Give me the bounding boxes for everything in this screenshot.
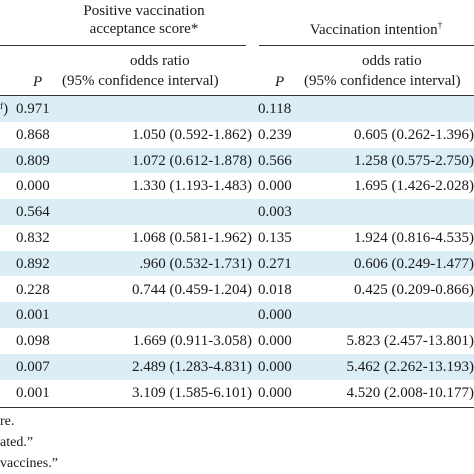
odds-ratio-acceptance: 3.109 (1.585-6.101) [132, 384, 252, 401]
group2-title: Vaccination intention† [276, 21, 474, 39]
p-value-intention: 0.000 [258, 333, 292, 350]
odds-ratio-acceptance: 1.072 (0.612-1.878) [132, 152, 252, 169]
row-stripe [0, 147, 474, 174]
group1-title: Positive vaccination acceptance score* [44, 2, 244, 38]
p-value-intention: 0.000 [258, 178, 292, 195]
odds-ratio-intention: 5.462 (2.262-13.193) [346, 359, 474, 375]
odds-ratio-intention: 0.606 (0.249-1.477) [354, 255, 474, 272]
group2-rule [259, 45, 474, 46]
footnote-3: vaccines.” [0, 456, 58, 471]
odds-ratio-acceptance: .960 (0.532-1.731) [139, 255, 253, 272]
table-bottom-rule [0, 407, 474, 408]
group1-title-line1: Positive vaccination [83, 3, 205, 19]
odds-ratio-intention: 1.695 (1.426-2.028) [354, 178, 474, 195]
p-value-intention: 0.135 [258, 230, 292, 246]
p-value-intention: 0.018 [258, 281, 292, 298]
footnote-2: ated.” [0, 435, 34, 450]
p-value-acceptance: 0.000 [16, 178, 50, 195]
col-or2-header: odds ratio [362, 52, 422, 70]
col-or2-header-line1: odds ratio [362, 53, 422, 69]
p-value-intention: 0.566 [258, 152, 292, 169]
odds-ratio-acceptance: 2.489 (1.283-4.831) [132, 359, 252, 375]
p-value-acceptance: 0.098 [16, 333, 50, 350]
group1-rule [0, 45, 246, 46]
col-or1-header-line1: odds ratio [130, 53, 190, 69]
odds-ratio-intention: 0.425 (0.209-0.866) [354, 281, 474, 298]
group2-title-mark: † [437, 20, 443, 30]
p-value-acceptance: 0.809 [16, 152, 50, 169]
odds-ratio-intention: 5.823 (2.457-13.801) [346, 333, 474, 350]
p-value-intention: 0.271 [258, 255, 292, 272]
p-value-acceptance: 0.001 [16, 384, 50, 401]
odds-ratio-intention: 1.258 (0.575-2.750) [354, 152, 474, 169]
p-value-acceptance: 0.892 [16, 255, 50, 272]
odds-ratio-intention: 1.924 (0.816-4.535) [354, 230, 474, 246]
p-value-intention: 0.000 [258, 384, 292, 401]
odds-ratio-intention: 4.520 (2.008-10.177) [346, 384, 474, 401]
p-value-acceptance: 0.007 [16, 359, 50, 375]
p-value-acceptance: 0.228 [16, 281, 50, 298]
col-p1-header: P [33, 74, 43, 90]
col-or1-header: odds ratio [130, 52, 190, 70]
group1-title-mark: * [190, 21, 199, 37]
col-or1-header-2: (95% confidence interval) [62, 72, 219, 90]
p-value-intention: 0.003 [258, 204, 292, 221]
odds-ratio-acceptance: 1.050 (0.592-1.862) [132, 126, 252, 143]
p-value-intention: 0.239 [258, 126, 292, 143]
p-value-acceptance: 0.001 [16, 307, 50, 324]
odds-ratio-acceptance: 0.744 (0.459-1.204) [132, 281, 252, 298]
odds-ratio-acceptance: 1.330 (1.193-1.483) [132, 178, 252, 195]
odds-ratio-intention: 0.605 (0.262-1.396) [354, 126, 474, 143]
header-bottom-rule [0, 95, 474, 96]
group1-title-line2: acceptance score [89, 21, 191, 37]
p-value-acceptance: 0.971 [16, 101, 50, 117]
p-value-intention: 0.000 [258, 307, 292, 324]
footnote-1: re. [0, 414, 15, 429]
row-stripe [0, 302, 474, 328]
odds-ratio-acceptance: 1.669 (0.911-3.058) [132, 333, 252, 350]
row-stripe [0, 199, 474, 225]
row-stripe [0, 354, 474, 380]
p-value-acceptance: 0.564 [16, 204, 50, 221]
p-value-acceptance: 0.868 [16, 126, 50, 143]
row-stripe [0, 250, 474, 277]
odds-ratio-acceptance: 1.068 (0.581-1.962) [132, 230, 252, 246]
p-value-acceptance: 0.832 [16, 230, 50, 246]
col-p2-header: P [275, 74, 285, 90]
p-value-intention: 0.000 [258, 359, 292, 375]
col-or2-header-line2: (95% confidence interval) [304, 73, 461, 89]
row-stripe [0, 96, 474, 122]
row-stub: ᶠ) [0, 101, 9, 117]
col-or1-header-line2: (95% confidence interval) [62, 73, 219, 89]
p-value-intention: 0.118 [258, 101, 292, 117]
col-or2-header-2: (95% confidence interval) [304, 72, 461, 90]
group2-title-text: Vaccination intention [309, 22, 438, 38]
